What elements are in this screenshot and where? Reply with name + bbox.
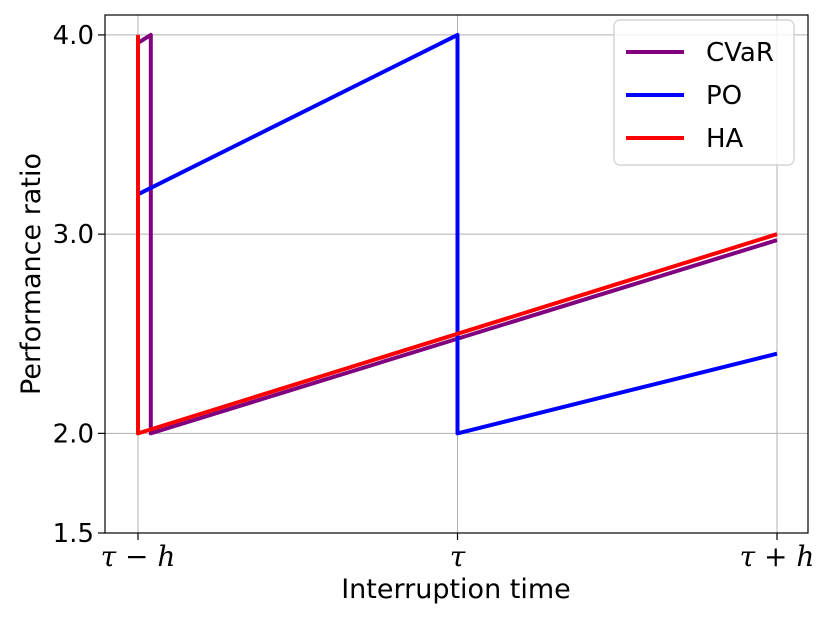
y-tick-label: 2.0 xyxy=(53,419,94,449)
x-axis-label: Interruption time xyxy=(341,574,571,605)
x-tick-label: τ − h xyxy=(101,540,176,573)
x-tick-label: τ + h xyxy=(740,540,815,573)
series-line-ha xyxy=(136,34,778,436)
y-tick-label: 3.0 xyxy=(53,220,94,250)
x-tick-label: τ xyxy=(450,540,466,573)
legend-label-po: PO xyxy=(706,81,742,111)
series-line-po xyxy=(137,32,778,436)
legend-label-ha: HA xyxy=(706,124,744,154)
legend-label-cvar: CVaR xyxy=(706,38,774,68)
y-tick-label: 4.0 xyxy=(53,21,94,51)
y-axis-label: Performance ratio xyxy=(16,153,47,395)
axis-ticks: τ − h τ τ + h 1.5 2.0 3.0 4.0 xyxy=(53,21,815,573)
plot-frame xyxy=(104,14,809,534)
y-tick-label: 1.5 xyxy=(53,519,94,549)
legend: CVaR PO HA xyxy=(613,19,795,166)
legend-box xyxy=(613,19,795,166)
series-lines xyxy=(136,32,778,436)
